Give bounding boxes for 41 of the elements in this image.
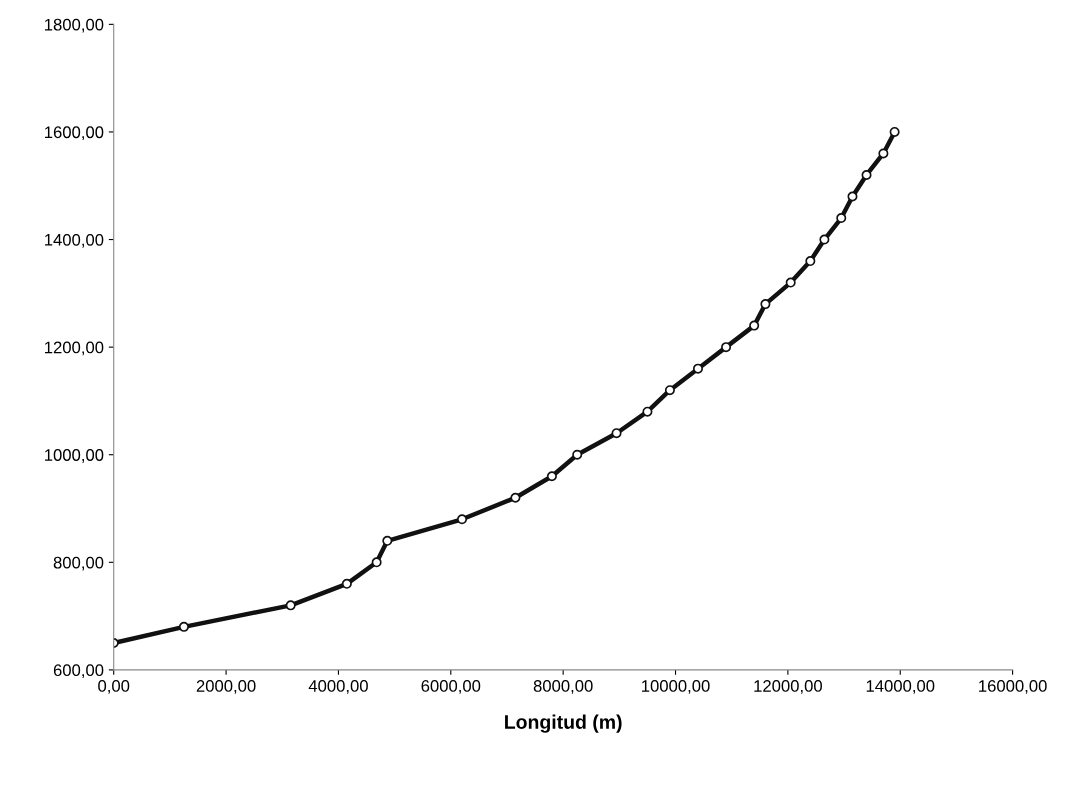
point [457,514,468,525]
x-tick-label: 12000,00 [754,680,822,694]
point [847,191,858,202]
point [836,213,847,224]
point [341,578,352,589]
x-axis-title: Longitud (m) [505,714,622,733]
x-tick-label: 0,00 [98,680,130,694]
x-tick-label: 6000,00 [421,680,481,694]
x-tick-label: 14000,00 [866,680,935,694]
point [819,234,830,245]
y-tick-label: 600,00 [53,664,104,679]
point [285,600,296,611]
y-tick-label: 800,00 [53,556,104,571]
x-tick-label: 2000,00 [196,680,256,694]
point [510,492,521,503]
point [382,535,393,546]
x-tick-label: 4000,00 [308,680,368,694]
y-tick-label: 1000,00 [45,449,104,463]
point [546,471,557,482]
point [749,320,760,331]
point [721,342,732,353]
point [692,363,703,374]
point [664,385,675,396]
x-tick-label: 10000,00 [642,680,710,694]
x-tick-label: 8000,00 [533,680,593,694]
point [785,277,796,288]
point [889,126,900,137]
point [611,428,622,439]
point [861,169,872,180]
point [878,148,889,159]
point [371,557,382,568]
y-tick-label: 1600,00 [45,126,104,141]
point [760,299,771,310]
point [178,621,189,632]
y-tick-label: 1800,00 [45,18,104,33]
x-tick-label: 16000,00 [979,680,1047,694]
y-tick-label: 1200,00 [45,341,104,356]
point [805,256,816,267]
y-tick-label: 1400,00 [45,233,104,248]
point [642,406,653,417]
point [572,449,583,460]
